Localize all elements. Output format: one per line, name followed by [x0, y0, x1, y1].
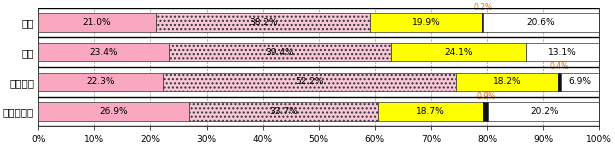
Bar: [482, 13, 483, 32]
Text: 21.0%: 21.0%: [83, 18, 111, 27]
Text: 13.1%: 13.1%: [548, 47, 577, 57]
Text: 19.9%: 19.9%: [412, 18, 440, 27]
Text: 6.9%: 6.9%: [568, 77, 592, 86]
Text: 38.2%: 38.2%: [249, 18, 277, 27]
Bar: [170, 43, 391, 61]
Bar: [560, 72, 599, 91]
Bar: [370, 13, 482, 32]
Text: 0.4%: 0.4%: [550, 62, 569, 71]
Bar: [38, 13, 156, 32]
Bar: [38, 72, 164, 91]
Bar: [38, 43, 170, 61]
Text: 18.2%: 18.2%: [493, 77, 522, 86]
Bar: [456, 72, 558, 91]
Bar: [488, 102, 601, 121]
Text: 52.2%: 52.2%: [296, 77, 324, 86]
Text: 0.9%: 0.9%: [476, 92, 495, 101]
Text: 23.4%: 23.4%: [90, 47, 118, 57]
Bar: [189, 102, 378, 121]
Text: 0.2%: 0.2%: [473, 3, 492, 12]
Bar: [156, 13, 370, 32]
Text: 20.2%: 20.2%: [531, 107, 559, 116]
Bar: [526, 43, 599, 61]
Text: 22.3%: 22.3%: [87, 77, 115, 86]
Bar: [391, 43, 526, 61]
Bar: [558, 72, 560, 91]
Text: 39.4%: 39.4%: [266, 47, 295, 57]
Text: 18.7%: 18.7%: [416, 107, 445, 116]
Bar: [483, 102, 488, 121]
Bar: [38, 102, 189, 121]
Bar: [164, 72, 456, 91]
Bar: [483, 13, 599, 32]
Bar: [378, 102, 483, 121]
Text: 24.1%: 24.1%: [444, 47, 472, 57]
Text: 26.9%: 26.9%: [100, 107, 128, 116]
Text: 20.6%: 20.6%: [526, 18, 555, 27]
Text: 33.7%: 33.7%: [269, 107, 298, 116]
